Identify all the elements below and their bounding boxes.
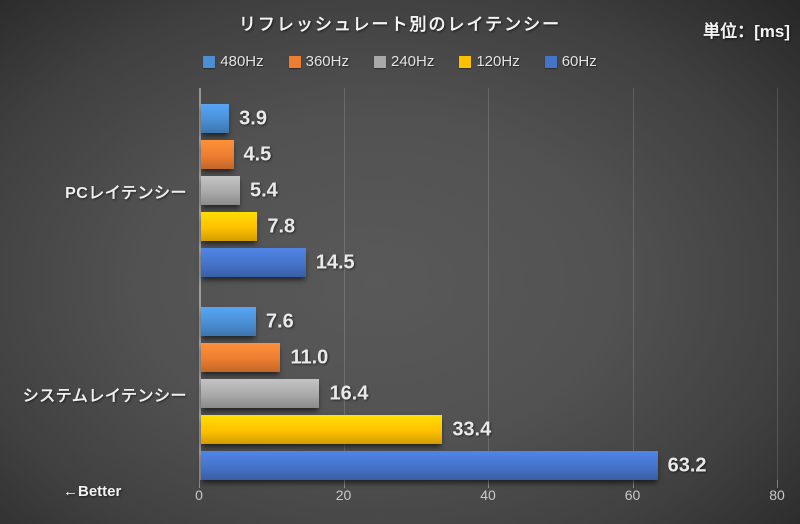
value-label-360hz-category1: 11.0 (290, 346, 329, 368)
gridline-40 (488, 88, 489, 480)
axis-tick-20 (343, 480, 345, 488)
value-label-360hz-category0: 4.5 (243, 143, 272, 165)
bar-240hz-category0 (201, 176, 240, 205)
legend-item-60hz: 60Hz (544, 53, 597, 70)
value-label-240hz-category0: 5.4 (250, 179, 278, 201)
legend-label-120hz: 120Hz (476, 53, 520, 70)
bar-480hz-category0 (201, 104, 230, 133)
axis-tick-40 (488, 480, 489, 488)
axis-tick-0 (199, 480, 200, 488)
legend-swatch-360hz-icon (288, 55, 301, 68)
legend-swatch-120hz-icon (459, 55, 472, 68)
legend-label-240hz: 240Hz (390, 53, 435, 70)
gridline-80 (777, 88, 778, 480)
bar-120hz-category1 (201, 415, 443, 444)
x-tick-label-40: 40 (480, 487, 496, 503)
bar-120hz-category0 (201, 212, 258, 241)
x-tick-label-60: 60 (624, 487, 641, 503)
x-tick-label-80: 80 (769, 487, 785, 503)
legend-swatch-480hz-icon (203, 55, 216, 68)
legend-item-120hz: 120Hz (459, 53, 520, 70)
legend: 480Hz 360Hz 240Hz 120Hz 60Hz (0, 53, 800, 70)
category-label-0: PCレイテンシー (65, 184, 187, 202)
category-label-1: システムレイテンシー (22, 387, 187, 405)
plot-area: 3.9 4.5 5.4 7.8 14.5 7.6 11.0 16.4 33.4 63.2 (199, 88, 778, 488)
legend-item-240hz: 240Hz (373, 53, 435, 70)
legend-label-480hz: 480Hz (220, 53, 264, 70)
chart-title: リフレッシュレート別のレイテンシー (238, 15, 562, 34)
value-label-60hz-category1: 63.2 (667, 454, 707, 476)
value-label-240hz-category1: 16.4 (329, 382, 369, 404)
bar-480hz-category1 (201, 307, 256, 336)
legend-item-480hz: 480Hz (203, 53, 264, 70)
bar-360hz-category1 (201, 343, 281, 372)
bar-60hz-category1 (201, 451, 658, 480)
bar-240hz-category1 (201, 379, 320, 408)
bar-60hz-category0 (201, 248, 306, 277)
legend-label-360hz: 360Hz (305, 53, 349, 70)
better-direction-label: ←Better (63, 483, 122, 500)
x-tick-label-20: 20 (335, 487, 352, 503)
gridline-60 (632, 88, 634, 480)
legend-item-360hz: 360Hz (288, 53, 349, 70)
legend-swatch-60hz-icon (544, 55, 557, 68)
legend-label-60hz: 60Hz (561, 53, 597, 70)
value-label-120hz-category0: 7.8 (267, 215, 296, 237)
value-label-120hz-category1: 33.4 (452, 418, 492, 440)
unit-label: 単位：[ms] (703, 22, 790, 41)
legend-swatch-240hz-icon (373, 55, 386, 68)
bar-360hz-category0 (201, 140, 234, 169)
x-tick-label-0: 0 (195, 487, 203, 503)
axis-tick-60 (632, 480, 634, 488)
axis-tick-80 (777, 480, 778, 488)
value-label-480hz-category1: 7.6 (265, 310, 294, 332)
category-axis-line (199, 88, 201, 480)
value-label-60hz-category0: 14.5 (315, 251, 355, 273)
gridline-20 (343, 88, 345, 480)
value-label-480hz-category0: 3.9 (239, 107, 267, 129)
